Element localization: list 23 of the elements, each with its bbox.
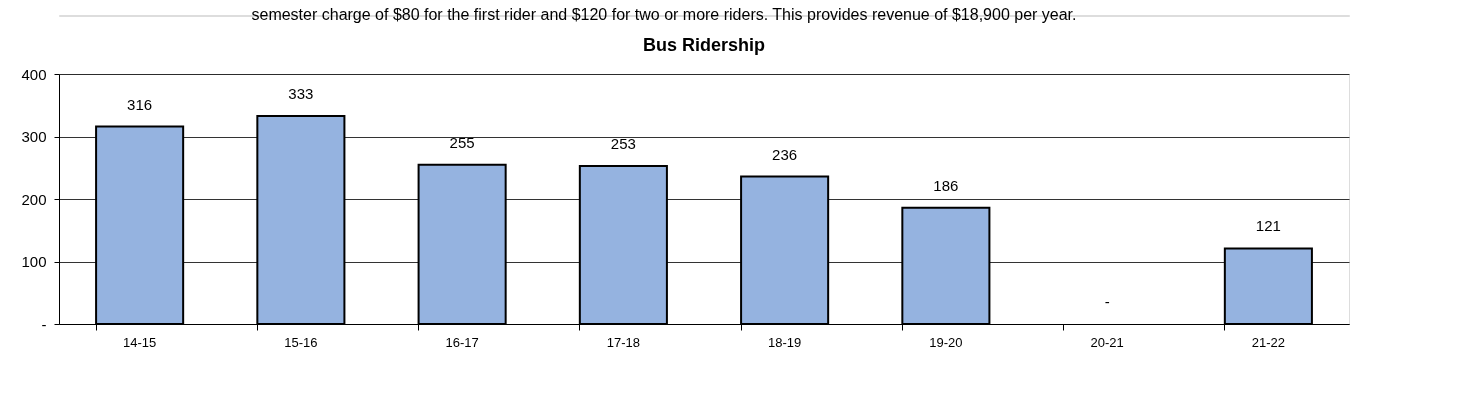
- x-tick-label: 21-22: [1251, 334, 1285, 350]
- y-tick-label: 100: [21, 253, 47, 270]
- data-label: 333: [288, 84, 314, 102]
- data-label: 186: [933, 176, 959, 194]
- y-tick-label: 400: [21, 65, 47, 83]
- data-label: -: [1104, 293, 1110, 310]
- x-tick-label: 15-16: [284, 334, 318, 350]
- chart-title: Bus Ridership: [642, 35, 766, 55]
- data-label: 316: [127, 95, 153, 113]
- x-tick-label: 17-18: [606, 334, 640, 350]
- x-tick-label: 16-17: [445, 334, 479, 350]
- text: semester charge of $80 for the first rider and $120 for two or more riders. This provides revenue of $18,900 per year.: [251, 6, 1077, 23]
- y-tick-label: 200: [21, 190, 47, 208]
- data-label: 253: [610, 134, 636, 152]
- data-label: 121: [1255, 217, 1281, 235]
- data-label: 236: [772, 145, 798, 163]
- x-tick-label: 18-19: [768, 334, 802, 350]
- y-tick-label: 300: [21, 128, 47, 145]
- x-tick-label: 20-21: [1090, 334, 1124, 350]
- data-label: 255: [449, 133, 475, 151]
- x-tick-label: 14-15: [123, 334, 157, 350]
- x-tick-label: 19-20: [929, 334, 963, 350]
- y-tick-label: -: [41, 315, 47, 333]
